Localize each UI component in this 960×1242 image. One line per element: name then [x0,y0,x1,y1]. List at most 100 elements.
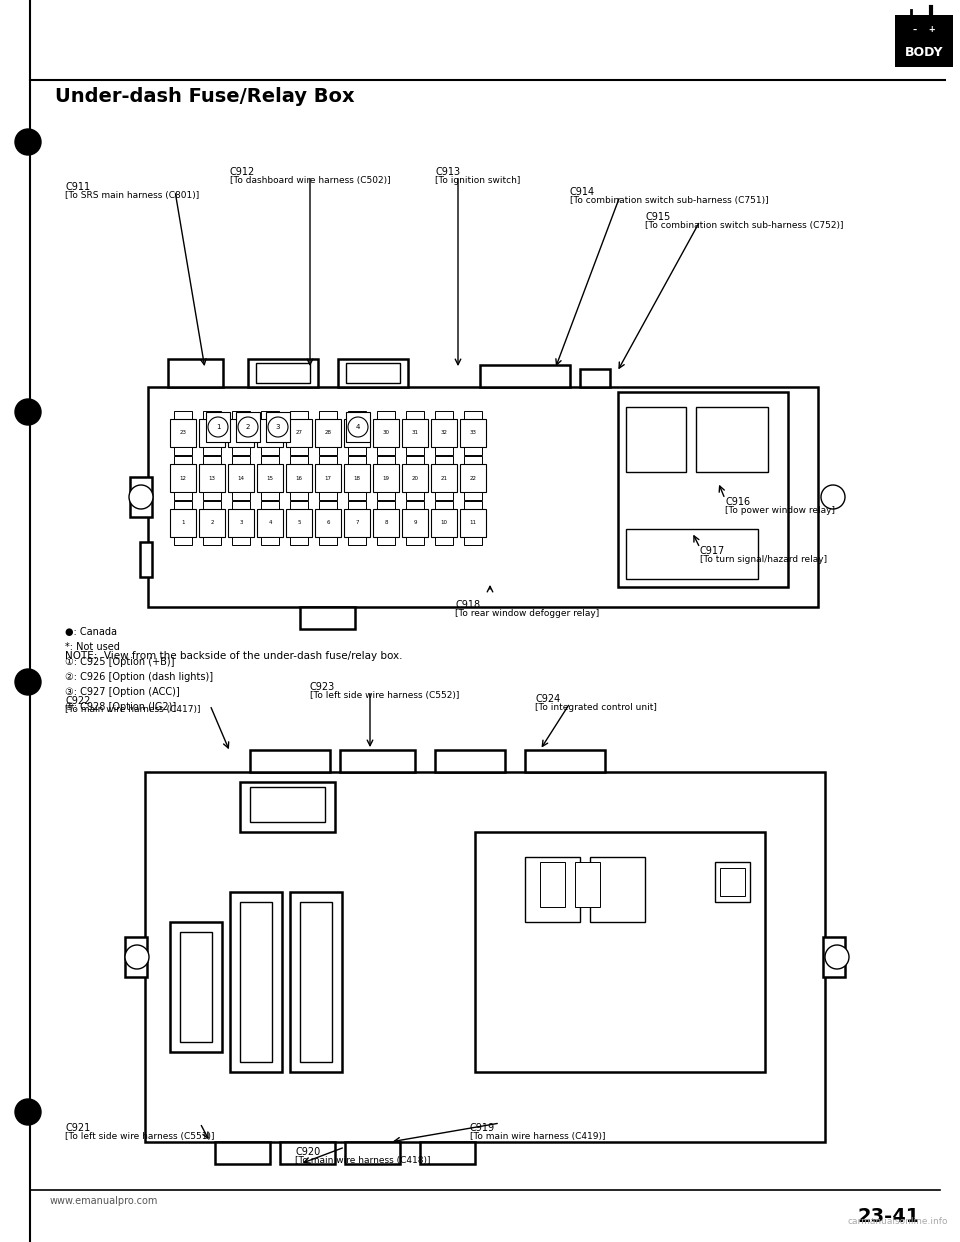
Text: Under-dash Fuse/Relay Box: Under-dash Fuse/Relay Box [55,87,354,106]
Text: C914: C914 [570,188,595,197]
Bar [348,492,366,501]
Text: C917: C917 [700,546,725,556]
Text: [To combination switch sub-harness (C751)]: [To combination switch sub-harness (C751… [570,196,769,205]
Bar [319,501,337,509]
Text: 32: 32 [441,431,447,436]
Text: 33: 33 [469,431,476,436]
Bar [232,411,250,419]
Bar [261,537,279,545]
Bar [199,509,225,537]
Text: 8: 8 [384,520,388,525]
Bar [340,750,415,773]
Bar [168,359,223,388]
Bar [464,411,482,419]
Text: 3: 3 [239,520,243,525]
Text: C920: C920 [295,1148,321,1158]
Bar [261,411,279,419]
Bar [348,456,366,465]
Text: [To ignition switch]: [To ignition switch] [435,176,520,185]
Bar [464,492,482,501]
Bar [464,537,482,545]
Bar [319,456,337,465]
Bar [406,447,424,455]
Text: 17: 17 [324,476,331,481]
Text: [To left side wire harness (C551)]: [To left side wire harness (C551)] [65,1131,214,1141]
Text: [To left side wire harness (C552)]: [To left side wire harness (C552)] [310,691,460,700]
Text: 1: 1 [216,424,220,430]
Bar [290,456,308,465]
Bar [300,902,332,1062]
Circle shape [268,417,288,437]
Bar [145,773,825,1141]
Bar [266,412,290,442]
Bar [240,782,335,832]
Text: 3: 3 [276,424,280,430]
Text: 9: 9 [413,520,417,525]
Bar [315,465,341,492]
Text: C913: C913 [435,166,460,178]
Bar [540,862,565,907]
Bar [480,365,570,388]
Bar [402,509,428,537]
Circle shape [15,399,41,425]
Text: [To SRS main harness (C801)]: [To SRS main harness (C801)] [65,191,200,200]
Circle shape [208,417,228,437]
Text: ①: C925 [Option (+B)]: ①: C925 [Option (+B)] [65,657,175,667]
Bar [199,465,225,492]
Bar [174,447,192,455]
Bar [402,465,428,492]
Bar [823,936,845,977]
Bar [290,501,308,509]
Text: C911: C911 [65,183,90,193]
Bar [696,407,768,472]
Bar [170,419,196,447]
Bar [319,411,337,419]
Text: 31: 31 [412,431,419,436]
Bar [174,456,192,465]
Text: carmanualsonline.info: carmanualsonline.info [848,1217,948,1226]
Bar [460,419,486,447]
Bar [435,411,453,419]
Text: [To main wire harness (C417)]: [To main wire harness (C417)] [65,705,201,714]
Text: NOTE:  View from the backside of the under-dash fuse/relay box.: NOTE: View from the backside of the unde… [65,651,402,661]
Bar [261,447,279,455]
Text: 1: 1 [181,520,184,525]
Text: C921: C921 [65,1123,90,1133]
Bar [174,411,192,419]
Bar [590,857,645,922]
Bar [575,862,600,907]
Bar [431,465,457,492]
Text: 16: 16 [296,476,302,481]
Bar [286,509,312,537]
Text: 18: 18 [353,476,361,481]
Bar [236,412,260,442]
Bar [377,411,395,419]
Text: ③: C927 [Option (ACC)]: ③: C927 [Option (ACC)] [65,687,180,697]
Bar [338,359,408,388]
Text: 22: 22 [469,476,476,481]
Circle shape [825,945,849,969]
Bar [290,537,308,545]
Bar [373,465,399,492]
Text: [To combination switch sub-harness (C752)]: [To combination switch sub-harness (C752… [645,221,844,230]
Bar [250,750,330,773]
Text: 23-41: 23-41 [857,1207,920,1226]
Bar [170,509,196,537]
Bar [286,465,312,492]
Bar [215,1141,270,1164]
Bar [406,411,424,419]
Bar [377,537,395,545]
Bar [344,419,370,447]
Text: BODY: BODY [904,46,944,58]
Circle shape [238,417,258,437]
Text: C918: C918 [455,600,480,610]
Text: [To dashboard wire harness (C502)]: [To dashboard wire harness (C502)] [230,176,391,185]
Bar [230,892,282,1072]
Text: 11: 11 [469,520,476,525]
Text: 7: 7 [355,520,359,525]
Bar [435,750,505,773]
Circle shape [15,129,41,155]
Text: www.emanualpro.com: www.emanualpro.com [50,1196,158,1206]
Bar [435,456,453,465]
Bar [256,363,310,383]
